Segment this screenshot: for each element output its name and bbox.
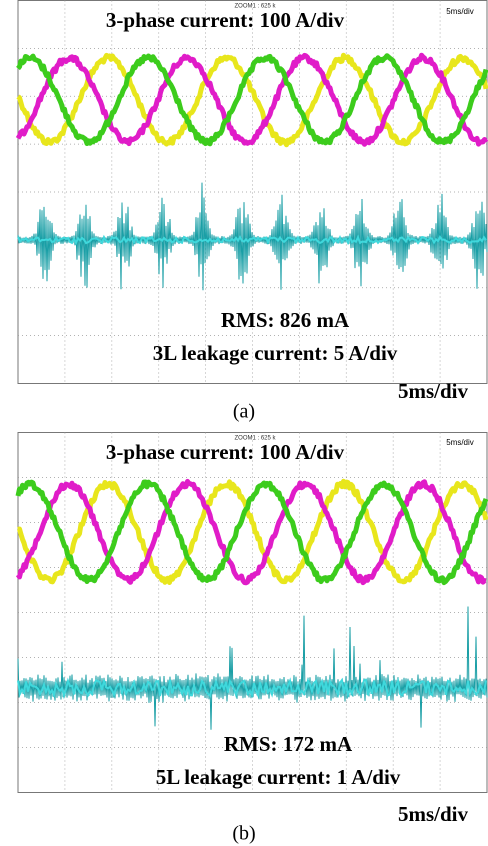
timebase-small: 5ms/div — [446, 438, 474, 447]
leakage-label: 5L leakage current: 1 A/div — [156, 765, 401, 789]
leakage-label: 3L leakage current: 5 A/div — [153, 341, 398, 365]
phase-label: 3-phase current: 100 A/div — [106, 440, 345, 464]
caption: (a) — [233, 401, 255, 423]
timebase-small: 5ms/div — [446, 7, 474, 16]
timebase-caption: 5ms/div — [398, 379, 469, 403]
figure: ZOOM1 : 625 k 5ms/div 3-phase current: 1… — [0, 0, 488, 846]
rms-label: RMS: 826 mA — [221, 308, 350, 332]
rms-label: RMS: 172 mA — [224, 732, 353, 756]
phase-label: 3-phase current: 100 A/div — [106, 8, 345, 32]
panel-a: ZOOM1 : 625 k 5ms/div 3-phase current: 1… — [18, 1, 487, 423]
panel-b: ZOOM1 : 625 k 5ms/div 3-phase current: 1… — [18, 433, 487, 845]
caption: (b) — [232, 823, 255, 845]
timebase-caption: 5ms/div — [398, 802, 469, 826]
